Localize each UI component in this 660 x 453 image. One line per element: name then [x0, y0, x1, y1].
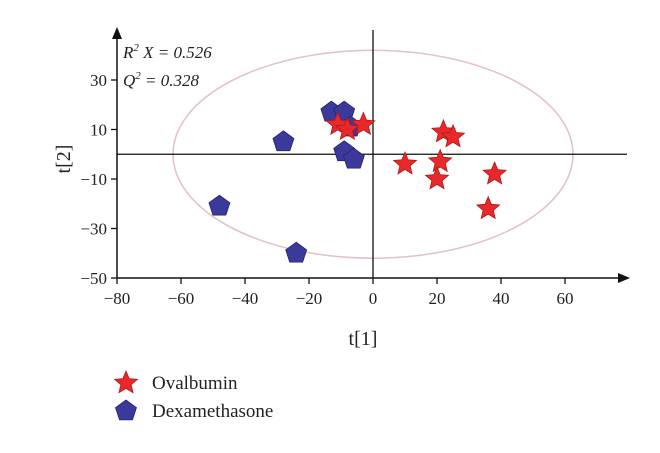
x-axis-label: t[1]: [349, 328, 378, 350]
r2x-annotation: R2 X = 0.526: [122, 42, 212, 62]
x-tick-label: −60: [168, 289, 195, 308]
ovalbumin-point: [440, 123, 466, 148]
dexamethasone-point: [285, 241, 308, 263]
x-tick-label: −40: [232, 289, 259, 308]
ovalbumin-point: [392, 151, 418, 175]
ovalbumin-point: [475, 195, 501, 220]
x-tick-label: 60: [557, 289, 574, 308]
x-tick-label: −20: [296, 289, 323, 308]
q2-annotation: Q2 = 0.328: [123, 70, 200, 90]
ovalbumin-point: [335, 116, 360, 141]
ovalbumin-point: [351, 111, 376, 136]
legend-label-dexamethasone: Dexamethasone: [152, 401, 273, 422]
legend-marker-ovalbumin: [113, 369, 139, 394]
ovalbumin-point: [427, 148, 453, 173]
legend-marker-dexamethasone: [115, 399, 137, 421]
y-tick-label: 10: [90, 121, 107, 140]
y-tick-label: 30: [90, 71, 107, 90]
ovalbumin-point: [482, 161, 507, 185]
x-tick-label: −80: [104, 289, 131, 308]
y-axis-arrow: [112, 27, 122, 39]
dexamethasone-point: [208, 194, 231, 216]
legend: Ovalbumin Dexamethasone: [113, 369, 273, 422]
x-tick-label: 40: [493, 289, 510, 308]
y-tick-label: −50: [80, 269, 107, 288]
x-tick-label: 0: [369, 289, 378, 308]
y-axis-label: t[2]: [53, 145, 75, 174]
dexamethasone-point: [272, 130, 295, 152]
dexamethasone-point: [342, 147, 365, 169]
x-tick-label: 20: [429, 289, 446, 308]
y-tick-label: −30: [80, 220, 107, 239]
legend-label-ovalbumin: Ovalbumin: [152, 373, 238, 394]
x-axis-arrow: [618, 273, 630, 283]
ovalbumin-point: [424, 165, 450, 190]
y-tick-label: −10: [80, 170, 107, 189]
